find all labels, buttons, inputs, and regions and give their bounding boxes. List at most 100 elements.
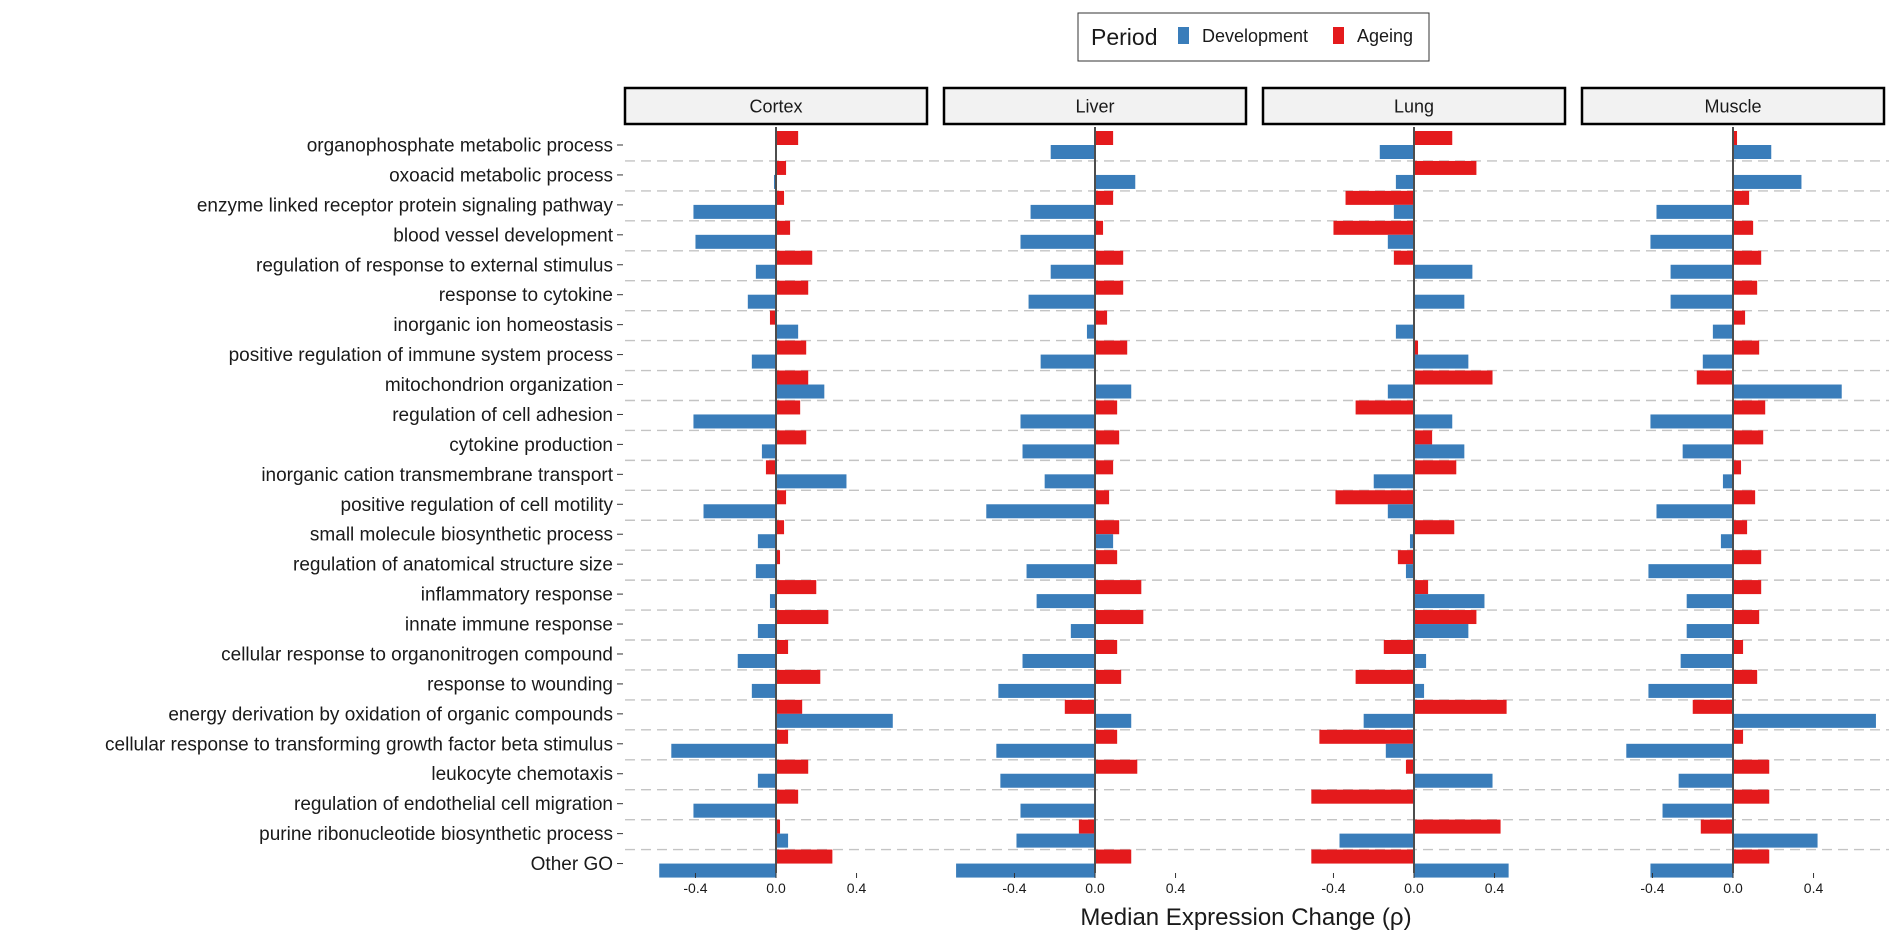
bar-development — [1648, 564, 1733, 579]
legend: Period Development Ageing — [1077, 12, 1430, 62]
bar-development — [1050, 145, 1095, 159]
bar-ageing — [1733, 430, 1764, 445]
bar-development — [1086, 324, 1095, 339]
bar-development — [757, 534, 776, 549]
bar-ageing — [776, 699, 803, 714]
bar-development — [998, 683, 1095, 698]
bar-development — [1393, 204, 1414, 219]
bar-development — [1720, 534, 1733, 549]
bar-development — [1387, 504, 1414, 519]
bar-development — [1702, 354, 1733, 369]
bar-ageing — [1733, 849, 1770, 864]
bar-development — [755, 564, 776, 579]
bar-ageing — [776, 550, 781, 565]
bar-ageing — [1696, 370, 1733, 385]
bar-ageing — [1095, 250, 1124, 265]
category-label: inorganic ion homeostasis — [393, 315, 613, 336]
bar-development — [1020, 803, 1095, 818]
bar-development — [1670, 264, 1733, 279]
bar-development — [1650, 863, 1733, 878]
bar-ageing — [776, 131, 799, 145]
bar-development — [1387, 384, 1414, 399]
category-label: positive regulation of immune system pro… — [229, 345, 613, 366]
bar-ageing — [1311, 789, 1414, 804]
bar-ageing — [1319, 729, 1414, 744]
bar-development — [776, 713, 893, 728]
bar-ageing — [1414, 160, 1477, 175]
bar-development — [693, 204, 776, 219]
bar-development — [1095, 534, 1114, 549]
bar-ageing — [1095, 220, 1104, 235]
bar-development — [1414, 294, 1465, 309]
category-label: oxoacid metabolic process — [389, 165, 613, 186]
category-label: cellular response to transforming growth… — [105, 734, 613, 755]
category-label: regulation of response to external stimu… — [256, 255, 613, 276]
bar-ageing — [1095, 280, 1124, 295]
x-tick-label: -0.4 — [1321, 880, 1345, 896]
bar-ageing — [776, 430, 807, 445]
bar-development — [1395, 174, 1414, 189]
bar-ageing — [1700, 819, 1733, 834]
bar-development — [747, 294, 776, 309]
bar-development — [1036, 594, 1095, 609]
bar-ageing — [1095, 849, 1132, 864]
bar-ageing — [1095, 520, 1120, 535]
bar-ageing — [1733, 639, 1744, 654]
bar-development — [776, 474, 847, 489]
bar-ageing — [1733, 340, 1760, 355]
panel-strip — [623, 86, 929, 126]
bar-development — [761, 444, 776, 459]
bar-ageing — [1383, 639, 1414, 654]
bar-development — [1030, 204, 1095, 219]
x-axis-title: Median Expression Change (ρ) — [1080, 904, 1411, 931]
bar-development — [671, 743, 776, 758]
bar-ageing — [1414, 460, 1457, 475]
bar-ageing — [1414, 370, 1493, 385]
bar-development — [693, 803, 776, 818]
bar-development — [1733, 384, 1842, 399]
bar-development — [1095, 384, 1132, 399]
category-label: cellular response to organonitrogen comp… — [221, 644, 613, 665]
category-label: innate immune response — [405, 615, 613, 636]
bar-ageing — [776, 280, 809, 295]
category-label: blood vessel development — [393, 225, 613, 246]
bar-development — [1395, 324, 1414, 339]
bar-development — [1733, 833, 1818, 848]
bar-development — [1682, 444, 1733, 459]
category-label: organophosphate metabolic process — [307, 136, 613, 157]
bar-ageing — [1393, 250, 1414, 265]
bar-ageing — [1355, 669, 1414, 684]
panel-strip-label: Muscle — [1704, 97, 1761, 117]
bar-ageing — [776, 669, 821, 684]
bar-development — [996, 743, 1095, 758]
bar-development — [1095, 713, 1132, 728]
bar-ageing — [776, 490, 787, 505]
bar-development — [1650, 414, 1733, 429]
panel-liver: Liver -0.4 0.0 0.4 — [942, 86, 1259, 896]
bar-ageing — [1733, 220, 1754, 235]
bar-ageing — [769, 310, 776, 325]
bar-development — [1414, 683, 1425, 698]
bar-ageing — [1095, 460, 1114, 475]
bar-ageing — [1335, 490, 1414, 505]
bar-ageing — [1311, 849, 1414, 864]
bar-development — [1050, 264, 1095, 279]
bar-ageing — [1733, 460, 1742, 475]
bar-development — [659, 863, 776, 878]
panel-strip-label: Liver — [1075, 97, 1114, 117]
panel-strip — [1580, 86, 1886, 126]
x-tick-label: 0.0 — [1723, 880, 1743, 896]
bar-development — [1650, 234, 1733, 249]
bar-development — [1414, 624, 1469, 639]
bar-development — [695, 234, 776, 249]
bar-development — [1020, 234, 1095, 249]
bar-ageing — [1733, 310, 1746, 325]
category-axis: organophosphate metabolic process oxoacid… — [105, 136, 623, 875]
bar-development — [757, 624, 776, 639]
bar-ageing — [1692, 699, 1733, 714]
x-tick-label: 0.0 — [1404, 880, 1424, 896]
bar-development — [1722, 474, 1733, 489]
bar-development — [1373, 474, 1414, 489]
bar-ageing — [1095, 190, 1114, 205]
